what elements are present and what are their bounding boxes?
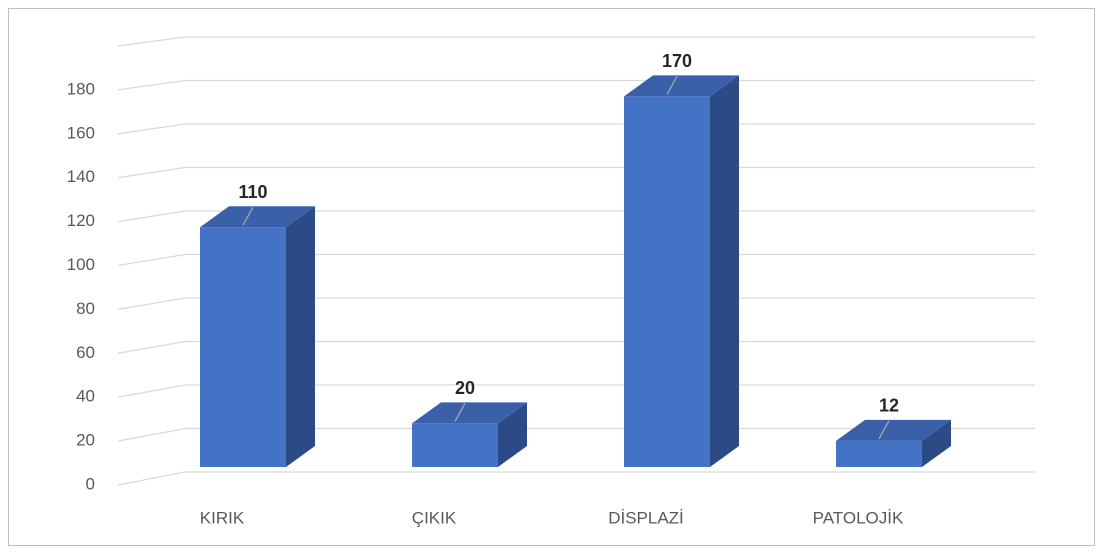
bar-side xyxy=(922,419,951,467)
grid-line xyxy=(117,253,186,267)
x-tick-label: ÇIKIK xyxy=(412,508,457,527)
y-tick-label: 0 xyxy=(86,474,95,493)
bar xyxy=(412,423,498,467)
y-tick-label: 20 xyxy=(76,431,95,450)
chart-frame xyxy=(8,8,1095,546)
grid-line xyxy=(117,384,186,398)
grid-line xyxy=(117,166,186,179)
bar xyxy=(200,227,286,467)
bar-top xyxy=(836,419,951,441)
grid-line xyxy=(117,340,186,354)
bar xyxy=(836,440,922,467)
x-tick-label: DİSPLAZİ xyxy=(608,508,684,527)
grid-line xyxy=(117,123,186,135)
x-tick-label: PATOLOJİK xyxy=(813,508,904,527)
leader-line xyxy=(666,76,678,95)
bar-top xyxy=(412,402,527,424)
grid-line xyxy=(117,36,186,47)
leader-line xyxy=(878,420,890,440)
leader-line xyxy=(454,403,466,422)
grid-line xyxy=(117,79,186,91)
bar-side xyxy=(286,206,315,467)
value-label: 110 xyxy=(238,182,267,202)
grid-line xyxy=(117,427,186,442)
grid-line xyxy=(117,471,186,486)
grid-line xyxy=(117,210,186,223)
bar xyxy=(624,96,710,468)
grid-line xyxy=(117,297,186,311)
y-tick-label: 140 xyxy=(67,167,95,186)
value-label: 170 xyxy=(662,51,692,71)
bar-top xyxy=(200,206,315,228)
y-tick-label: 100 xyxy=(67,255,95,274)
bar-top xyxy=(624,75,739,97)
y-tick-label: 60 xyxy=(76,343,95,362)
y-tick-label: 180 xyxy=(67,79,95,98)
leader-line xyxy=(242,206,254,226)
y-tick-label: 80 xyxy=(76,299,95,318)
y-tick-label: 160 xyxy=(67,123,95,142)
value-label: 20 xyxy=(455,378,475,398)
bar-side xyxy=(710,75,739,468)
x-tick-label: KIRIK xyxy=(200,508,245,527)
y-tick-label: 120 xyxy=(67,211,95,230)
value-label: 12 xyxy=(879,396,899,416)
bar-side xyxy=(498,402,527,467)
y-tick-label: 40 xyxy=(76,387,95,406)
